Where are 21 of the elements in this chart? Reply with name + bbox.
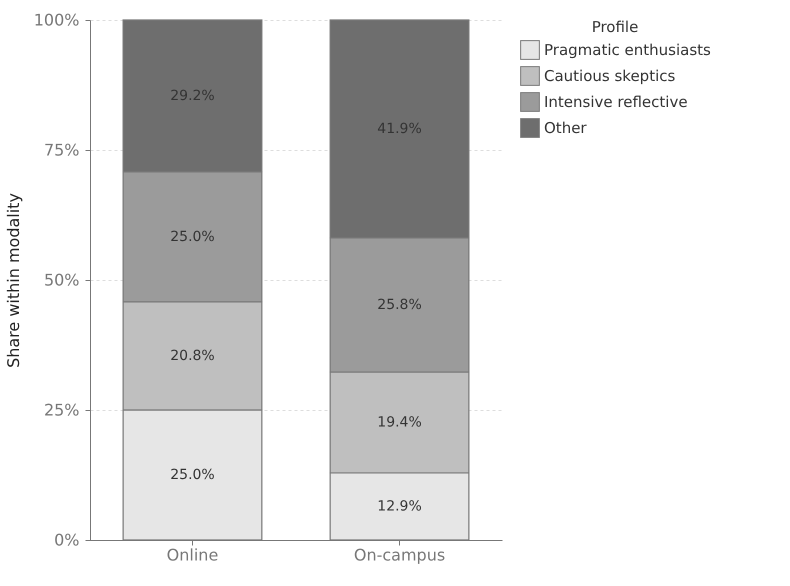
y-tick-label: 0%	[54, 530, 80, 550]
data-label: 41.9%	[377, 120, 422, 137]
y-tick-label: 50%	[44, 270, 80, 290]
y-tick-label: 100%	[34, 10, 80, 30]
data-label: 20.8%	[170, 348, 215, 364]
data-label: 25.0%	[170, 228, 215, 245]
y-axis-title: Share within modality	[4, 193, 23, 368]
legend-label: Cautious skeptics	[544, 67, 676, 85]
x-tick-label: On-campus	[354, 546, 446, 564]
y-tick-label: 25%	[44, 400, 80, 420]
legend-label: Other	[544, 119, 588, 137]
legend-label: Intensive reflective	[544, 93, 688, 111]
y-tick-label: 75%	[44, 140, 80, 160]
data-label: 29.2%	[170, 88, 215, 104]
legend-title: Profile	[592, 18, 638, 36]
data-label: 25.8%	[377, 296, 422, 313]
x-tick-label: Online	[166, 546, 218, 564]
legend-label: Pragmatic enthusiasts	[544, 41, 712, 59]
data-label: 19.4%	[377, 414, 422, 430]
data-label: 12.9%	[377, 498, 422, 514]
data-label: 25.0%	[170, 467, 215, 483]
